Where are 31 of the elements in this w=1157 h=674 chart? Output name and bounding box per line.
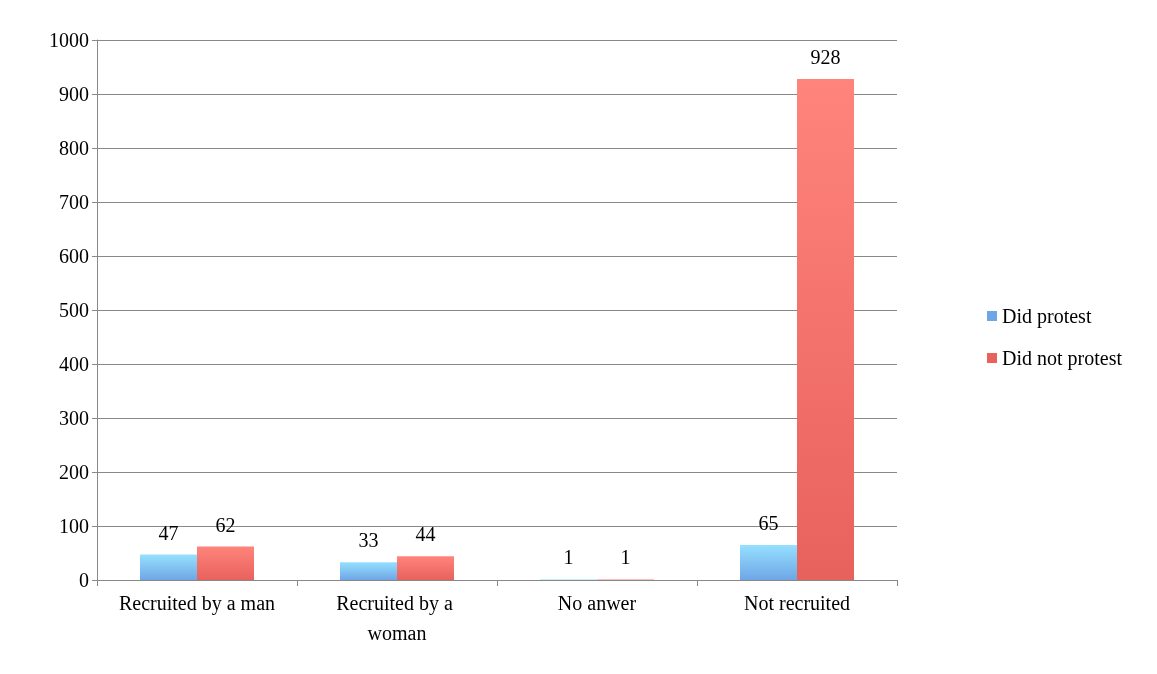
bar (397, 556, 454, 580)
data-label: 928 (810, 45, 841, 68)
x-tick-label: No anwer (557, 592, 637, 614)
legend-label: Did protest (1002, 305, 1092, 328)
data-label: 62 (215, 513, 236, 536)
y-tick-label: 700 (59, 191, 89, 213)
bar (797, 78, 854, 580)
bar (740, 544, 797, 580)
data-label: 1 (620, 546, 631, 569)
y-tick-label: 500 (59, 299, 89, 321)
data-label: 1 (563, 546, 574, 569)
y-tick-label: 300 (59, 407, 89, 429)
legend-label: Did not protest (1002, 347, 1123, 370)
bar (340, 562, 397, 580)
data-label: 44 (415, 523, 436, 546)
y-tick-label: 400 (59, 353, 89, 375)
y-tick-label: 100 (59, 515, 89, 537)
y-tick-label: 900 (59, 83, 89, 105)
x-tick-label: Recruited by a man (118, 592, 276, 615)
y-tick-label: 0 (79, 569, 89, 591)
data-label: 33 (358, 529, 379, 552)
y-tick-label: 1000 (49, 29, 89, 51)
data-label: 65 (758, 511, 779, 534)
x-tick-label: Recruited by a woman (336, 592, 458, 644)
data-label: 47 (158, 521, 179, 544)
bar (140, 554, 197, 580)
y-tick-label: 200 (59, 461, 89, 483)
y-tick-label: 600 (59, 245, 89, 267)
x-tick-label: Not recruited (743, 592, 851, 614)
bar (197, 546, 254, 580)
y-tick-label: 800 (59, 137, 89, 159)
